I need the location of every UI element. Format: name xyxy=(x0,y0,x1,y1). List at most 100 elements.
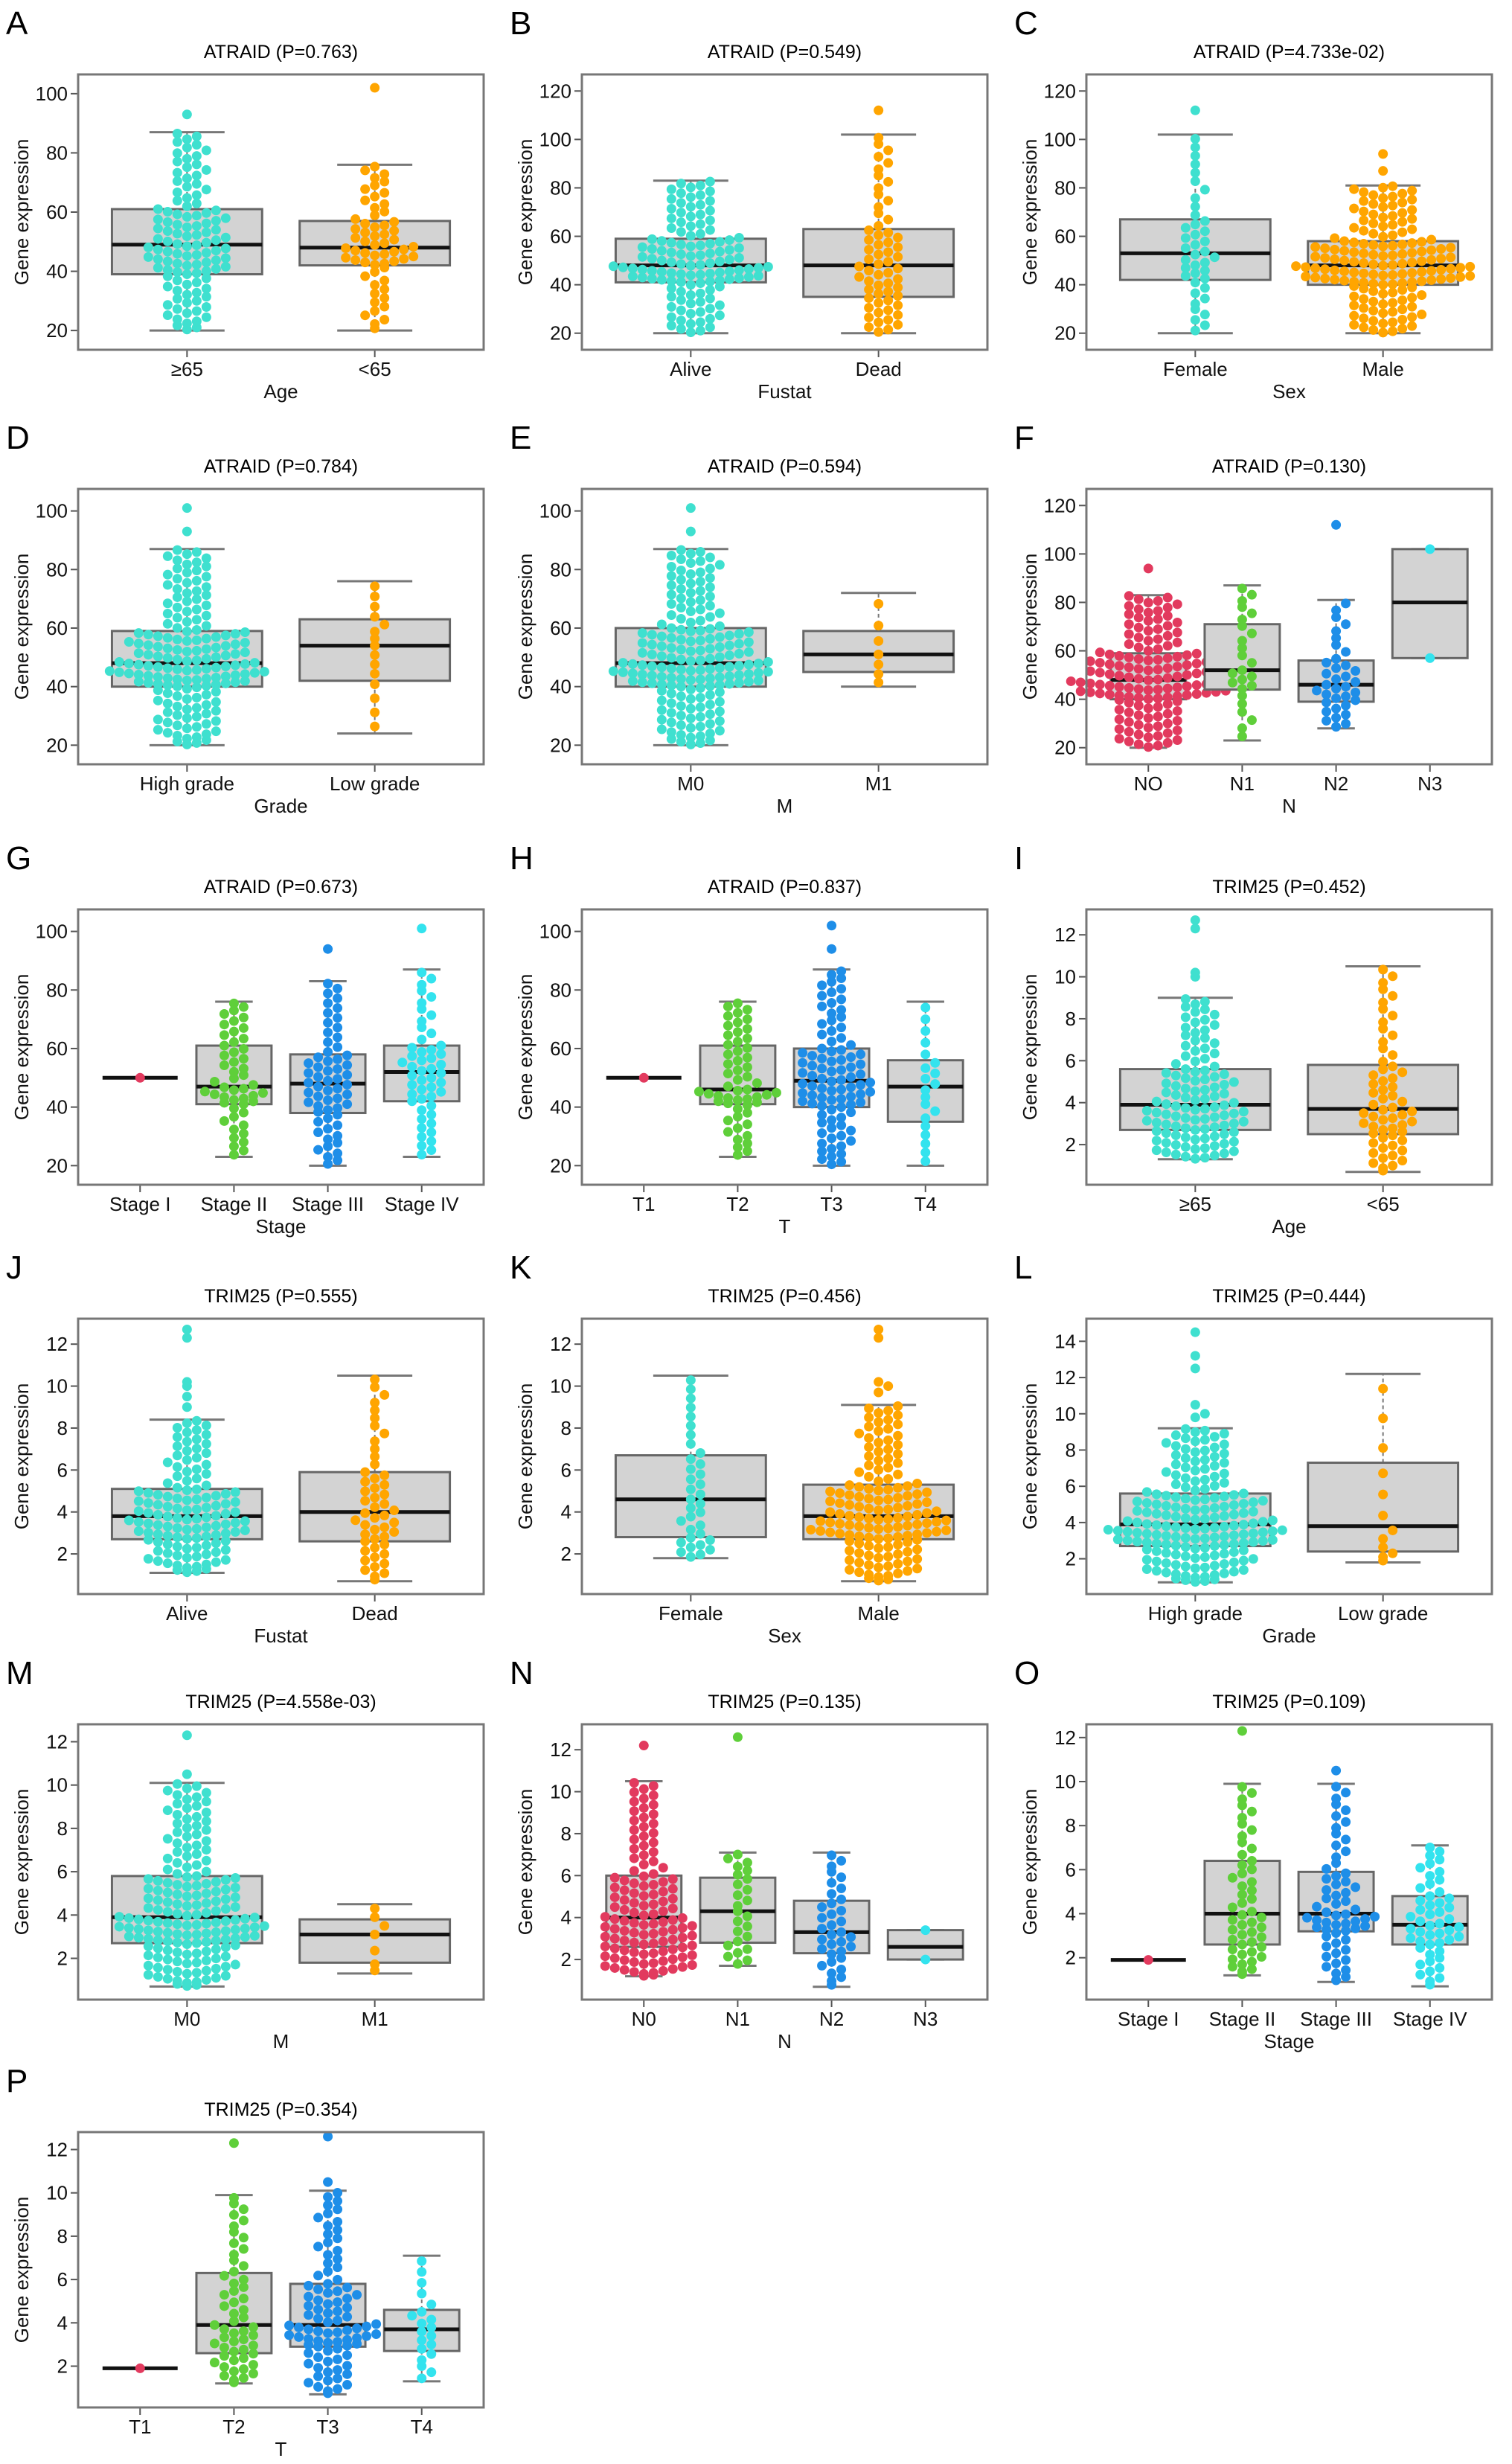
y-axis-label: Gene expression xyxy=(10,1789,33,1936)
data-point xyxy=(1151,1546,1162,1556)
data-point xyxy=(1359,196,1369,206)
data-point xyxy=(172,1909,182,1919)
data-point xyxy=(333,1093,343,1104)
data-point xyxy=(191,703,202,713)
data-point xyxy=(1133,729,1144,740)
data-point xyxy=(893,252,903,262)
data-point xyxy=(333,1120,343,1130)
data-point xyxy=(191,249,202,260)
data-point xyxy=(724,679,734,689)
data-point xyxy=(1190,288,1200,298)
data-point xyxy=(182,222,192,232)
data-point xyxy=(182,289,192,300)
data-point xyxy=(1397,249,1408,259)
data-point xyxy=(133,676,144,687)
x-axis-label: Sex xyxy=(1272,380,1306,403)
data-point xyxy=(379,229,390,240)
y-axis-label: Gene expression xyxy=(10,554,33,700)
data-point xyxy=(220,1545,231,1555)
data-point xyxy=(1301,272,1311,282)
data-point xyxy=(1199,1153,1210,1163)
data-point xyxy=(941,1525,952,1535)
data-point xyxy=(133,1486,144,1497)
data-point xyxy=(742,1072,752,1082)
data-point xyxy=(1341,1846,1351,1857)
data-point xyxy=(732,1926,743,1936)
data-point xyxy=(342,2311,353,2322)
data-point xyxy=(426,1010,437,1020)
data-point xyxy=(854,261,865,272)
data-point xyxy=(1228,1520,1239,1531)
data-point xyxy=(1170,1450,1181,1460)
data-point xyxy=(172,634,182,644)
data-point xyxy=(257,1088,268,1098)
data-point xyxy=(182,1823,192,1833)
data-point xyxy=(379,169,390,179)
data-point xyxy=(676,208,686,218)
data-point xyxy=(342,1069,353,1080)
data-point xyxy=(182,694,192,704)
data-point xyxy=(1397,315,1408,325)
data-point xyxy=(333,1054,343,1064)
data-point xyxy=(407,1051,417,1061)
data-point xyxy=(825,1527,836,1537)
data-point xyxy=(685,606,696,616)
data-point xyxy=(379,1510,390,1520)
y-tick-label: 100 xyxy=(36,500,68,522)
data-point xyxy=(1415,1883,1426,1893)
data-point xyxy=(153,1916,163,1927)
data-point xyxy=(883,145,894,156)
chart-title: TRIM25 (P=0.135) xyxy=(708,1692,861,1712)
data-point xyxy=(1143,694,1153,704)
data-point xyxy=(695,288,705,298)
data-point xyxy=(333,1032,343,1043)
data-point xyxy=(1182,650,1192,660)
data-point xyxy=(742,1874,752,1884)
data-point xyxy=(370,1492,380,1503)
data-point xyxy=(191,586,202,596)
data-point xyxy=(1256,1932,1266,1942)
data-point xyxy=(143,1528,153,1538)
data-point xyxy=(893,1549,903,1559)
data-point xyxy=(742,1084,752,1095)
data-point xyxy=(238,2372,249,2383)
data-point xyxy=(1341,1805,1351,1815)
data-point xyxy=(1114,671,1124,681)
data-point xyxy=(648,1799,659,1810)
data-point xyxy=(714,687,725,697)
data-point xyxy=(1378,964,1388,975)
data-point xyxy=(1209,1461,1220,1471)
group-high-grade: High grade xyxy=(104,503,269,795)
data-point xyxy=(172,128,182,138)
data-point xyxy=(874,1543,884,1553)
data-point xyxy=(685,1542,696,1552)
data-point xyxy=(1368,324,1379,335)
data-point xyxy=(883,237,894,248)
data-point xyxy=(874,1377,884,1387)
data-point xyxy=(846,1052,856,1063)
y-tick-label: 10 xyxy=(46,1375,68,1398)
data-point xyxy=(182,153,192,164)
data-point xyxy=(417,1114,427,1124)
data-point xyxy=(182,577,192,588)
data-point xyxy=(360,310,371,321)
data-point xyxy=(133,1517,144,1527)
data-point xyxy=(1331,1975,1342,1985)
data-point xyxy=(705,215,715,225)
data-point xyxy=(732,1732,743,1742)
data-point xyxy=(1151,1136,1162,1146)
x-tick-label: Alive xyxy=(670,358,711,380)
data-point xyxy=(370,222,380,232)
data-point xyxy=(685,309,696,319)
data-point xyxy=(370,1398,380,1408)
data-point xyxy=(685,739,696,749)
data-point xyxy=(827,1056,837,1066)
data-point xyxy=(600,1961,610,1971)
data-point xyxy=(1331,712,1342,723)
data-point xyxy=(685,1384,696,1395)
data-point xyxy=(417,1084,427,1095)
data-point xyxy=(1368,1099,1379,1110)
data-point xyxy=(676,575,686,585)
data-point xyxy=(705,709,715,720)
